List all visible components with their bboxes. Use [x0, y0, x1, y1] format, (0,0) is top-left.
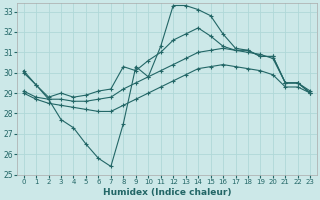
- X-axis label: Humidex (Indice chaleur): Humidex (Indice chaleur): [103, 188, 231, 197]
